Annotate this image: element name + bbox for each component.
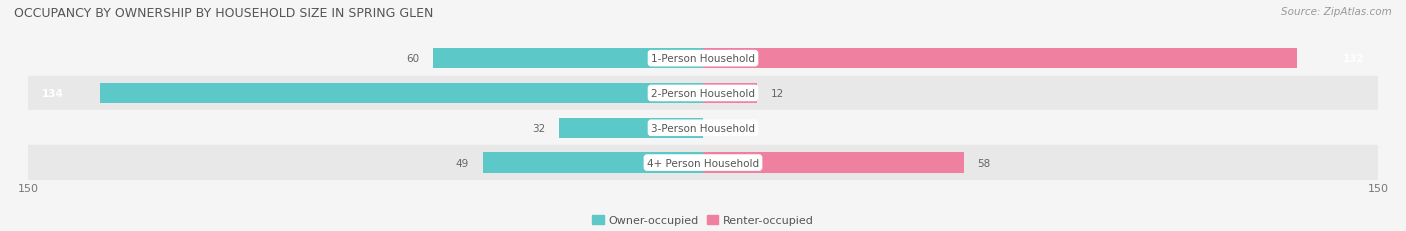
Text: 3-Person Household: 3-Person Household: [651, 123, 755, 133]
Text: 32: 32: [533, 123, 546, 133]
Bar: [433, 49, 703, 69]
Text: 132: 132: [1343, 54, 1364, 64]
Bar: [100, 84, 703, 104]
Bar: [482, 153, 703, 173]
Bar: [703, 153, 965, 173]
Text: 4+ Person Household: 4+ Person Household: [647, 158, 759, 168]
Bar: [703, 84, 756, 104]
Text: 58: 58: [977, 158, 991, 168]
Text: 2-Person Household: 2-Person Household: [651, 88, 755, 99]
Text: 0: 0: [717, 123, 723, 133]
Text: Source: ZipAtlas.com: Source: ZipAtlas.com: [1281, 7, 1392, 17]
Text: 134: 134: [42, 88, 63, 99]
Text: 1-Person Household: 1-Person Household: [651, 54, 755, 64]
Bar: [28, 111, 1378, 146]
Text: 12: 12: [770, 88, 783, 99]
Bar: [703, 49, 1296, 69]
Text: 60: 60: [406, 54, 419, 64]
Text: OCCUPANCY BY OWNERSHIP BY HOUSEHOLD SIZE IN SPRING GLEN: OCCUPANCY BY OWNERSHIP BY HOUSEHOLD SIZE…: [14, 7, 433, 20]
Legend: Owner-occupied, Renter-occupied: Owner-occupied, Renter-occupied: [588, 211, 818, 230]
Bar: [28, 76, 1378, 111]
Bar: [28, 42, 1378, 76]
Bar: [560, 118, 703, 138]
Text: 49: 49: [456, 158, 470, 168]
Bar: [28, 146, 1378, 180]
